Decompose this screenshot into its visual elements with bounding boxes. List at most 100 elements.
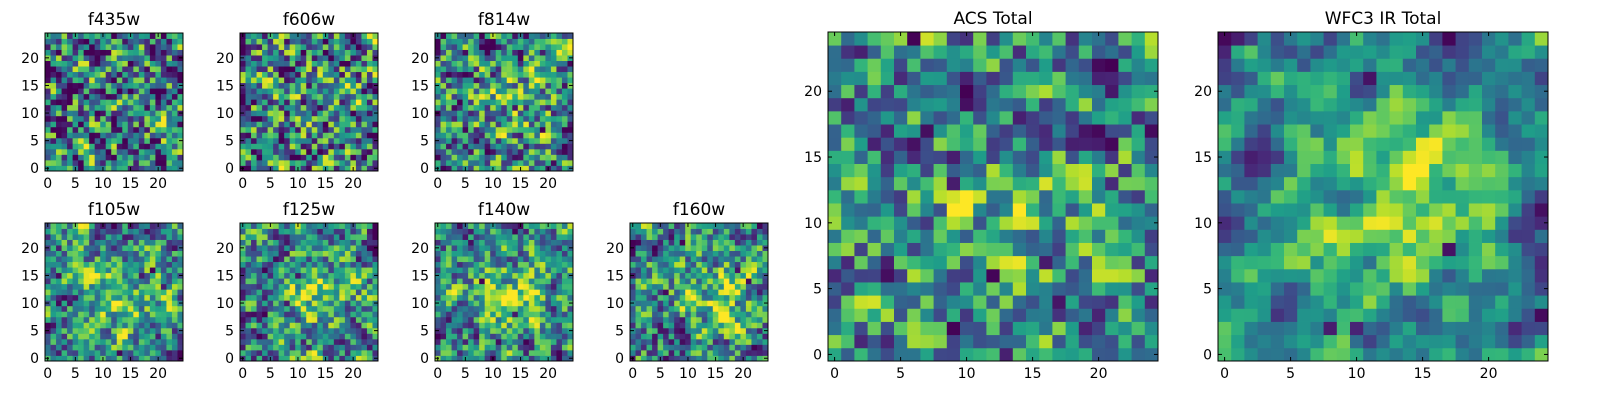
- heatmap-cell: [166, 311, 173, 318]
- heatmap-cell: [635, 256, 642, 263]
- heatmap-cell: [646, 278, 653, 285]
- heatmap-cell: [350, 283, 357, 290]
- heatmap-cell: [289, 104, 296, 111]
- heatmap-cell: [745, 305, 752, 312]
- heatmap-cell: [155, 82, 162, 89]
- heatmap-cell: [67, 154, 73, 161]
- heatmap-cell: [657, 294, 664, 301]
- heatmap-cell: [100, 143, 107, 150]
- heatmap-cell: [457, 239, 463, 246]
- heatmap-cell: [100, 322, 107, 329]
- heatmap-cell: [635, 333, 642, 340]
- heatmap-cell: [517, 305, 524, 312]
- heatmap-cell: [322, 283, 329, 290]
- heatmap-cell: [690, 327, 697, 334]
- heatmap-cell: [1065, 282, 1080, 296]
- heatmap-cell: [550, 115, 557, 122]
- heatmap-cell: [166, 159, 173, 166]
- heatmap-cell: [72, 228, 79, 235]
- heatmap-cell: [933, 203, 948, 217]
- heatmap-cell: [350, 327, 357, 334]
- heatmap-cell: [446, 165, 452, 172]
- heatmap-cell: [473, 110, 480, 117]
- heatmap-cell: [512, 104, 519, 111]
- heatmap-cell: [960, 203, 974, 217]
- heatmap-cell: [828, 334, 842, 349]
- heatmap-cell: [149, 44, 156, 50]
- heatmap-cell: [641, 223, 647, 229]
- heatmap-cell: [78, 126, 85, 133]
- heatmap-cell: [517, 71, 524, 78]
- heatmap-cell: [701, 305, 708, 312]
- heatmap-cell: [45, 38, 51, 45]
- heatmap-cell: [1078, 176, 1093, 191]
- heatmap-cell: [177, 278, 184, 285]
- heatmap-cell: [355, 267, 362, 274]
- heatmap-cell: [1026, 347, 1040, 362]
- heatmap-cell: [50, 278, 57, 285]
- heatmap-cell: [506, 82, 513, 89]
- heatmap-cell: [328, 110, 335, 117]
- heatmap-cell: [267, 228, 274, 235]
- heatmap-cell: [506, 99, 513, 106]
- heatmap-cell: [133, 278, 140, 285]
- heatmap-cell: [149, 300, 156, 307]
- heatmap-cell: [339, 154, 346, 161]
- heatmap-cell: [306, 93, 313, 100]
- heatmap-cell: [350, 115, 357, 122]
- heatmap-cell: [171, 121, 178, 128]
- heatmap-cell: [501, 228, 508, 235]
- heatmap-cell: [550, 300, 557, 307]
- heatmap-cell: [641, 272, 647, 279]
- heatmap-cell: [451, 261, 458, 268]
- heatmap-cell: [89, 88, 96, 95]
- heatmap-cell: [116, 355, 123, 362]
- heatmap-cell: [160, 110, 167, 117]
- heatmap-cell: [646, 256, 653, 263]
- heatmap-cell: [72, 316, 79, 323]
- heatmap-cell: [707, 239, 714, 246]
- heatmap-cell: [61, 143, 68, 150]
- heatmap-cell: [171, 66, 178, 73]
- heatmap-cell: [284, 82, 291, 89]
- panel-title: f606w: [283, 10, 335, 30]
- heatmap-cell: [366, 327, 373, 334]
- heatmap-cell: [440, 55, 447, 61]
- heatmap-cell: [160, 55, 167, 61]
- heatmap-cell: [78, 82, 85, 89]
- heatmap-cell: [372, 338, 379, 345]
- heatmap-cell: [317, 355, 324, 362]
- heatmap-cell: [523, 137, 530, 144]
- heatmap-cell: [685, 228, 692, 235]
- heatmap-cell: [512, 333, 519, 340]
- heatmap-cell: [262, 289, 268, 296]
- heatmap-cell: [718, 261, 725, 268]
- heatmap-cell: [45, 88, 51, 95]
- heatmap-cell: [56, 223, 62, 229]
- heatmap-cell: [986, 150, 1000, 164]
- heatmap-cell: [446, 71, 452, 78]
- heatmap-cell: [854, 189, 868, 204]
- heatmap-cell: [867, 347, 882, 362]
- heatmap-cell: [435, 294, 441, 301]
- heatmap-cell: [267, 159, 274, 166]
- heatmap-cell: [679, 261, 686, 268]
- heatmap-cell: [561, 228, 568, 235]
- heatmap-cell: [295, 49, 302, 56]
- heatmap-cell: [177, 289, 184, 296]
- heatmap-cell: [339, 283, 346, 290]
- heatmap-cell: [372, 121, 379, 128]
- heatmap-cell: [745, 228, 752, 235]
- heatmap-cell: [333, 305, 340, 312]
- heatmap-cell: [256, 272, 263, 279]
- heatmap-cell: [78, 311, 85, 318]
- heatmap-cell: [127, 300, 134, 307]
- heatmap-cell: [284, 283, 291, 290]
- heatmap-cell: [67, 283, 73, 290]
- heatmap-cell: [468, 165, 475, 172]
- heatmap-cell: [986, 308, 1000, 322]
- heatmap-cell: [517, 137, 524, 144]
- heatmap-cell: [685, 261, 692, 268]
- heatmap-cell: [446, 316, 452, 323]
- heatmap-cell: [127, 99, 134, 106]
